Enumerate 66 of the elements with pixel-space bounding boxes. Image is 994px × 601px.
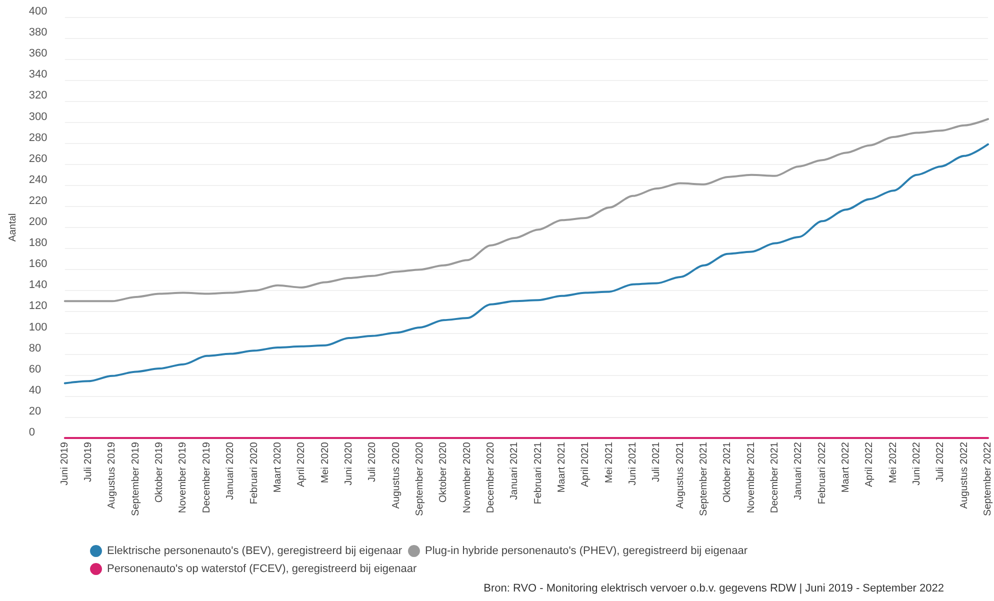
x-tick-label: September 2021 (698, 442, 710, 516)
x-tick-label: Juli 2021 (651, 442, 662, 482)
text: Bron: RVO - Monitoring elektrisch vervoer o.b.v. gegevens RDW | Juni 2019 - September 2022 (484, 582, 944, 594)
x-tick-label: Augustus 2020 (390, 442, 402, 509)
x-tick-label: Augustus 2022 (958, 442, 970, 509)
x-tick-label: Januari 2020 (225, 442, 236, 500)
y-tick-label: 120 (28, 300, 48, 312)
y-tick-label: 200 (28, 216, 48, 228)
legend-label: Elektrische personenauto's (BEV), geregistreerd bij eigenaar (107, 545, 402, 557)
x-tick-label: Maart 2021 (556, 442, 568, 493)
y-tick-label: 240 (28, 174, 48, 186)
y-axis-title: Aantal (8, 213, 18, 242)
y-tick-label: 380 (28, 26, 48, 39)
x-tick-label: Februari 2020 (248, 442, 260, 504)
x-tick-label: September 2019 (130, 442, 142, 516)
y-tick-label: 20 (28, 405, 42, 418)
x-tick-label: Augustus 2019 (106, 442, 118, 509)
x-tick-label: Mei 2020 (320, 442, 331, 484)
x-tick-label: December 2020 (485, 442, 496, 514)
x-tick-label: April 2022 (864, 442, 876, 488)
y-tick-label: 160 (28, 258, 48, 270)
y-tick-label: 300 (28, 110, 48, 123)
x-tick-label: Mei 2022 (888, 442, 899, 484)
x-tick-label: Juni 2021 (627, 442, 638, 486)
x-tick-label: Oktober 2019 (154, 442, 166, 503)
x-tick-label: November 2020 (462, 442, 473, 514)
x-tick-label: Maart 2022 (840, 442, 852, 493)
x-tick-label: Oktober 2020 (438, 442, 450, 503)
y-tick-label: 100 (28, 321, 48, 334)
y-tick-label: 400 (28, 6, 48, 18)
y-tick-label: 220 (28, 194, 48, 207)
y-tick-label: 260 (28, 152, 48, 165)
y-tick-label: 60 (28, 363, 42, 376)
x-tick-label: Januari 2022 (793, 442, 804, 500)
x-tick-label: Augustus 2021 (674, 442, 686, 509)
x-tick-label: December 2021 (769, 442, 780, 514)
y-tick-label: 280 (28, 132, 48, 144)
y-tick-label: 360 (28, 48, 48, 60)
x-tick-label: November 2021 (746, 442, 757, 514)
x-tick-label: Juni 2020 (343, 442, 354, 486)
x-tick-label: Mei 2021 (604, 442, 615, 484)
x-tick-label: Maart 2020 (272, 442, 284, 493)
x-tick-label: Januari 2021 (509, 442, 520, 500)
x-tick-label: Februari 2021 (532, 442, 544, 504)
y-tick-label: 40 (28, 384, 42, 396)
legend-label: Plug-in hybride personenauto's (PHEV), geregistreerd bij eigenaar (424, 545, 748, 557)
y-tick-label: 320 (28, 90, 48, 102)
x-tick-label: Juli 2019 (83, 442, 94, 482)
x-tick-label: September 2020 (414, 442, 426, 516)
y-tick-label: 140 (28, 279, 48, 292)
x-tick-label: September 2022 (982, 442, 994, 516)
x-tick-label: December 2019 (201, 442, 212, 514)
x-tick-label: Juli 2022 (935, 442, 946, 482)
x-tick-label: Juli 2020 (367, 442, 378, 482)
x-tick-label: Juni 2019 (59, 442, 70, 486)
y-tick-label: 340 (28, 68, 48, 81)
x-tick-label: November 2019 (178, 442, 189, 514)
x-tick-label: Juni 2022 (911, 442, 922, 486)
y-tick-label: 0 (28, 426, 36, 438)
x-tick-label: Februari 2022 (816, 442, 828, 504)
y-tick-label: 180 (28, 237, 48, 250)
x-tick-label: Oktober 2021 (722, 442, 734, 503)
x-tick-label: April 2021 (580, 442, 592, 488)
x-tick-label: April 2020 (296, 442, 308, 488)
y-tick-label: 80 (28, 342, 42, 354)
legend-label: Personenauto's op waterstof (FCEV), geregistreerd bij eigenaar (107, 563, 417, 575)
